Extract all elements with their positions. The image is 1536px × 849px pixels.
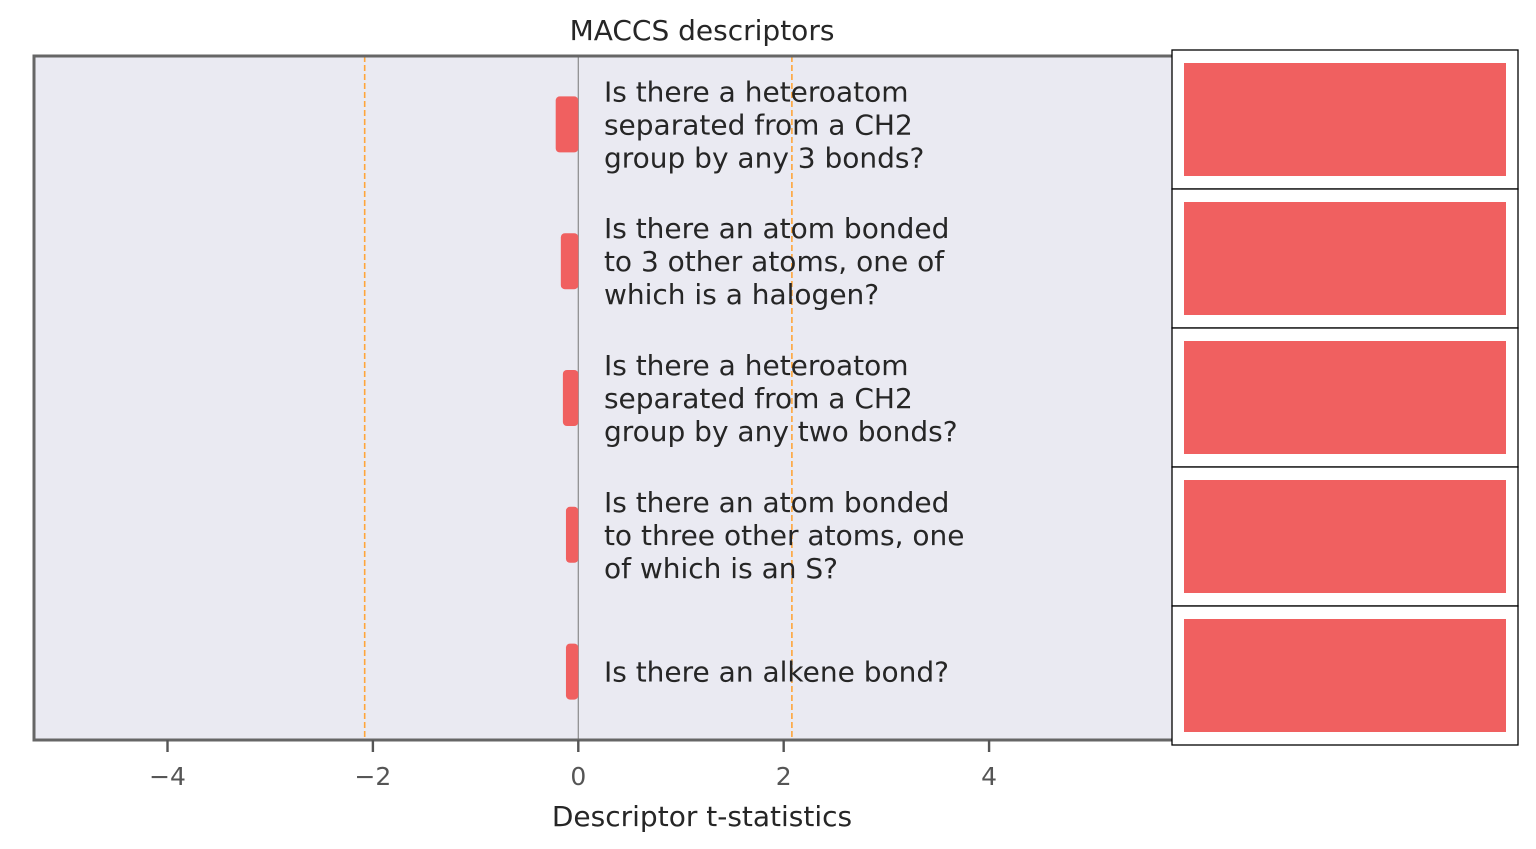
- descriptor-label-line: group by any 3 bonds?: [604, 141, 924, 174]
- swatch-fill-1: [1184, 63, 1506, 176]
- chart-title: MACCS descriptors: [570, 14, 835, 47]
- descriptor-label-3: Is there a heteroatom separated from a CH…: [604, 349, 958, 448]
- descriptor-label-2: Is there an atom bonded to 3 other atoms,…: [604, 212, 949, 311]
- swatch-fill-3: [1184, 341, 1506, 454]
- descriptor-label-line: which is a halogen?: [604, 278, 879, 311]
- descriptor-label-line: to 3 other atoms, one of: [604, 245, 945, 278]
- bar-3: [562, 370, 579, 426]
- plot-content: Is there a heteroatom separated from a CH…: [363, 56, 965, 740]
- descriptor-label-line: Is there a heteroatom: [604, 349, 909, 382]
- swatch-fill-5: [1184, 619, 1506, 732]
- plot-area: [34, 56, 1215, 740]
- x-tick-label: −4: [149, 762, 186, 791]
- x-axis: −4 −2 0 2 4: [149, 740, 997, 791]
- descriptor-label-line: group by any two bonds?: [604, 415, 958, 448]
- bar-1: [555, 96, 579, 153]
- x-tick-label: −2: [354, 762, 391, 791]
- descriptor-label-1: Is there a heteroatom separated from a CH…: [604, 75, 924, 174]
- descriptor-label-line: Is there an atom bonded: [604, 212, 949, 245]
- bar-2: [560, 233, 579, 290]
- swatch-column: [1171, 49, 1519, 746]
- descriptor-label-4: Is there an atom bonded to three other at…: [604, 486, 965, 585]
- descriptor-label-line: separated from a CH2: [604, 382, 913, 415]
- bar-5: [565, 643, 579, 700]
- x-tick-label: 2: [776, 762, 792, 791]
- descriptor-label-line: Is there a heteroatom: [604, 75, 909, 108]
- descriptor-label-line: Is there an atom bonded: [604, 486, 949, 519]
- x-tick-label: 4: [981, 762, 997, 791]
- x-tick-label: 0: [570, 762, 586, 791]
- swatch-fill-2: [1184, 202, 1506, 315]
- x-axis-label: Descriptor t-statistics: [552, 800, 852, 833]
- descriptor-label-5: Is there an alkene bond?: [604, 656, 949, 689]
- descriptor-label-line: to three other atoms, one: [604, 519, 965, 552]
- swatch-fill-4: [1184, 480, 1506, 593]
- descriptor-label-line: of which is an S?: [604, 552, 838, 585]
- descriptor-label-line: Is there an alkene bond?: [604, 656, 949, 689]
- descriptor-label-line: separated from a CH2: [604, 108, 913, 141]
- bar-4: [565, 506, 579, 563]
